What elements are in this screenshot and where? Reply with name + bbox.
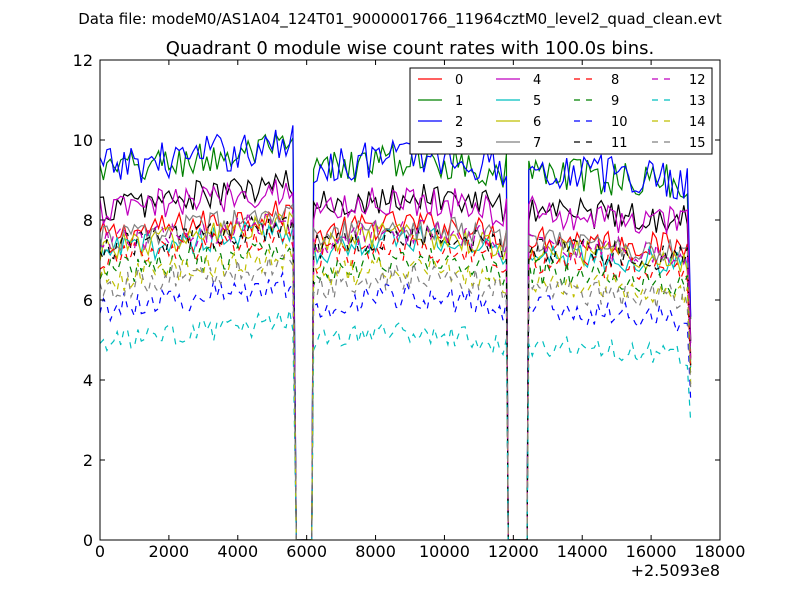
x-tick-label: 12000 [488, 542, 539, 561]
legend-label-10: 10 [611, 115, 628, 130]
series-line-4 [100, 179, 692, 540]
legend-label-2: 2 [455, 115, 463, 130]
plot-area [100, 125, 692, 540]
x-tick-label: 14000 [557, 542, 608, 561]
legend-label-11: 11 [611, 136, 628, 151]
series-line-2 [100, 125, 692, 540]
legend-label-6: 6 [533, 115, 541, 130]
series-line-1 [100, 132, 692, 540]
legend-label-13: 13 [689, 94, 706, 109]
series-line-12 [100, 209, 692, 540]
series-line-15 [100, 254, 692, 540]
y-tick-label: 10 [73, 131, 93, 150]
y-tick-label: 0 [83, 531, 93, 550]
legend-label-14: 14 [689, 115, 706, 130]
y-tick-label: 12 [73, 51, 93, 70]
legend-box [409, 67, 713, 155]
series-line-14 [100, 243, 692, 540]
x-tick-label: 6000 [286, 542, 327, 561]
legend-label-15: 15 [689, 136, 706, 151]
series-line-5 [100, 218, 692, 540]
figure-suptitle: Data file: modeM0/AS1A04_124T01_90000017… [78, 10, 722, 29]
legend-label-7: 7 [533, 136, 541, 151]
x-tick-label: 10000 [419, 542, 470, 561]
series-line-13 [100, 309, 692, 540]
y-tick-label: 8 [83, 211, 93, 230]
series-line-8 [100, 228, 692, 540]
x-tick-label: 8000 [355, 542, 396, 561]
chart-title: Quadrant 0 module wise count rates with … [166, 38, 655, 59]
legend-label-5: 5 [533, 94, 541, 109]
legend-label-0: 0 [455, 73, 463, 88]
legend-label-1: 1 [455, 94, 463, 109]
series-line-9 [100, 239, 692, 540]
x-tick-label: 2000 [149, 542, 190, 561]
x-tick-label: 4000 [217, 542, 258, 561]
legend-label-8: 8 [611, 73, 619, 88]
axis-ticks: 0 2000 4000 6000 8000 10000 12000 14000 16000 180… [73, 51, 746, 561]
legend-label-3: 3 [455, 136, 463, 151]
series-line-0 [100, 200, 692, 540]
x-tick-label: 16000 [626, 542, 677, 561]
legend-label-12: 12 [689, 73, 706, 88]
series-line-11 [100, 215, 692, 540]
series-line-7 [100, 202, 692, 540]
x-tick-label: 18000 [695, 542, 746, 561]
x-tick-label: 0 [95, 542, 105, 561]
x-axis-offset-label: +2.5093e8 [631, 561, 720, 580]
series-line-10 [100, 270, 692, 540]
y-tick-label: 4 [83, 371, 93, 390]
series-line-6 [100, 211, 692, 540]
legend-label-9: 9 [611, 94, 619, 109]
y-tick-label: 2 [83, 451, 93, 470]
y-tick-label: 6 [83, 291, 93, 310]
legend-label-4: 4 [533, 73, 541, 88]
